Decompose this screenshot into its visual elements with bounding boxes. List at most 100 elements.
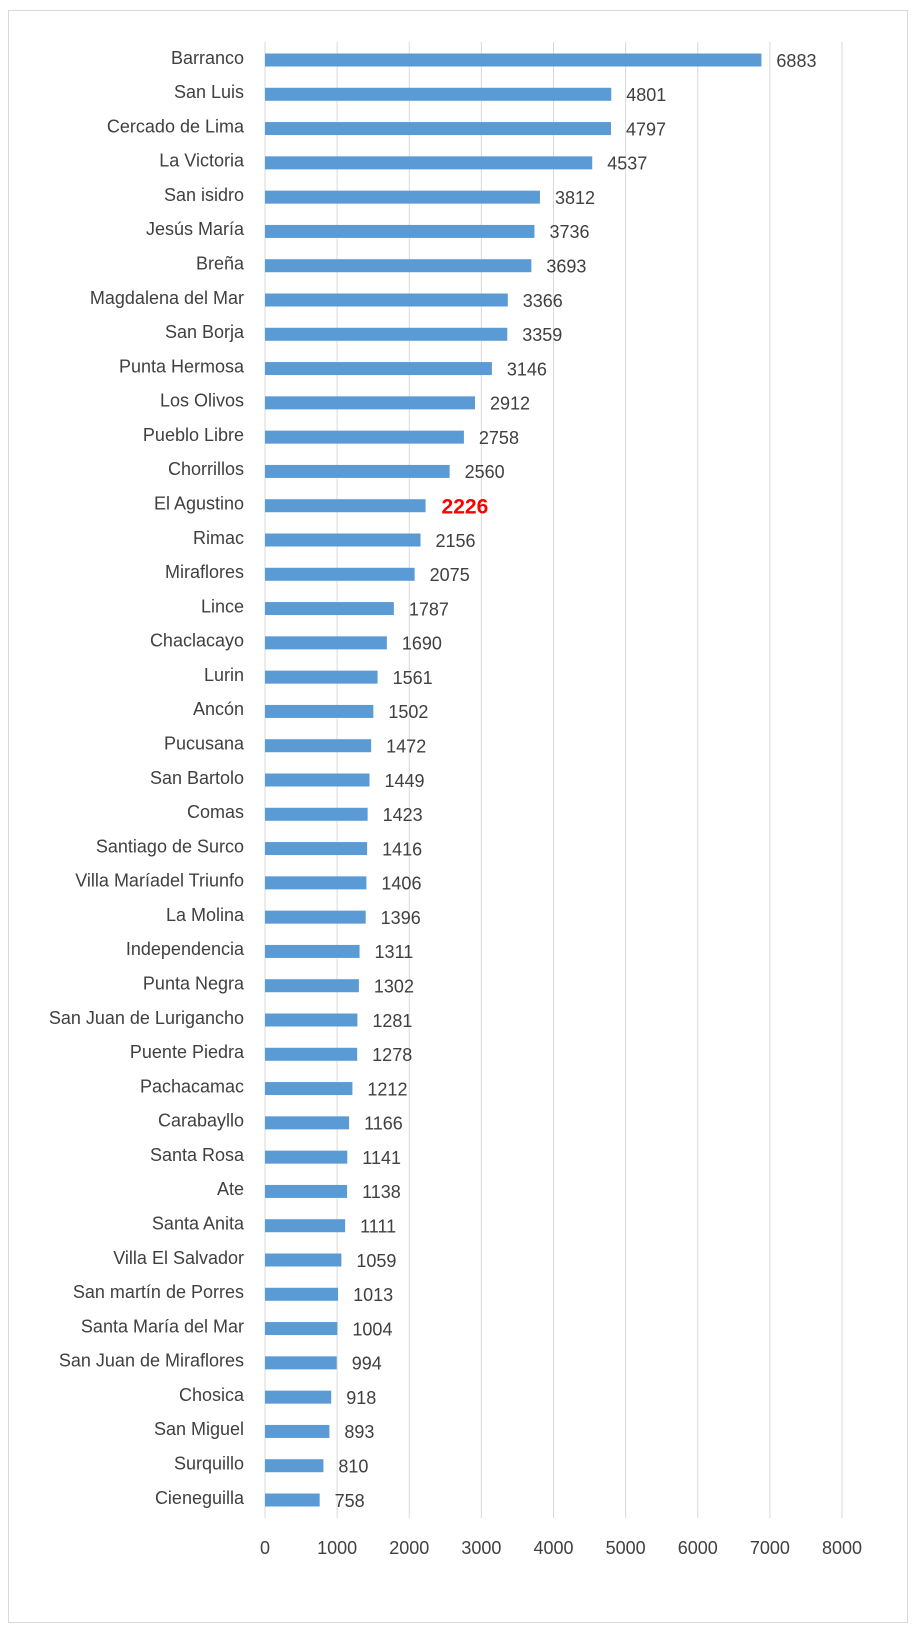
y-tick-label: Barranco — [171, 48, 244, 68]
bar — [265, 979, 359, 993]
bar — [265, 1459, 324, 1473]
y-tick-label: Miraflores — [165, 562, 244, 582]
bar — [265, 464, 450, 478]
y-tick-label: Surquillo — [174, 1453, 244, 1473]
y-tick-label: Chosica — [179, 1385, 245, 1405]
bar — [265, 1390, 332, 1404]
bar — [265, 704, 374, 718]
y-tick-label: La Victoria — [159, 151, 245, 171]
value-label: 1278 — [372, 1045, 412, 1065]
value-label: 1561 — [393, 668, 433, 688]
bar — [265, 1184, 348, 1198]
bar — [265, 739, 372, 753]
bar — [265, 1424, 330, 1438]
value-label: 1004 — [352, 1319, 392, 1339]
bar — [265, 1322, 338, 1336]
bar — [265, 533, 421, 547]
y-tick-label: Santa María del Mar — [81, 1316, 244, 1336]
x-tick-label: 4000 — [533, 1538, 573, 1558]
y-tick-label: San martín de Porres — [73, 1282, 244, 1302]
y-tick-label: Chorrillos — [168, 459, 244, 479]
y-tick-label: Los Olivos — [160, 391, 244, 411]
y-tick-label: San Bartolo — [150, 768, 244, 788]
chart-frame — [8, 10, 908, 1623]
x-tick-label: 3000 — [461, 1538, 501, 1558]
value-label: 1787 — [409, 599, 449, 619]
bar — [265, 807, 368, 821]
bar — [265, 1493, 320, 1507]
y-tick-label: El Agustino — [154, 493, 244, 513]
y-tick-label: Santiago de Surco — [96, 836, 244, 856]
bar — [265, 842, 368, 856]
y-tick-label: Lince — [201, 596, 244, 616]
value-label: 1138 — [362, 1182, 401, 1202]
y-tick-label: San Juan de Lurigancho — [49, 1008, 244, 1028]
bar — [265, 1013, 358, 1027]
y-tick-label: Villa El Salvador — [113, 1248, 244, 1268]
x-tick-label: 5000 — [606, 1538, 646, 1558]
x-tick-label: 7000 — [750, 1538, 790, 1558]
bar — [265, 327, 508, 341]
value-label: 3736 — [549, 222, 589, 242]
y-tick-label: Puente Piedra — [130, 1042, 245, 1062]
value-label: 1396 — [381, 908, 421, 928]
bar — [265, 53, 762, 67]
y-tick-label: Villa Maríadel Triunfo — [75, 871, 244, 891]
value-label: 3693 — [546, 256, 586, 276]
bar — [265, 122, 611, 136]
value-label: 1111 — [360, 1216, 396, 1236]
value-label: 1059 — [356, 1251, 396, 1271]
bar — [265, 602, 394, 616]
value-label: 1212 — [367, 1079, 407, 1099]
value-label: 4801 — [626, 85, 666, 105]
y-tick-label: Pueblo Libre — [143, 425, 244, 445]
bar — [265, 1253, 342, 1267]
y-tick-label: Punta Hermosa — [119, 356, 245, 376]
value-label: 1416 — [382, 839, 422, 859]
bar — [265, 1287, 339, 1301]
value-label: 2075 — [430, 565, 470, 585]
value-label: 1423 — [383, 805, 423, 825]
value-label: 1166 — [364, 1114, 403, 1134]
value-label: 4537 — [607, 154, 647, 174]
bar — [265, 1150, 348, 1164]
x-tick-label: 1000 — [317, 1538, 357, 1558]
bar — [265, 396, 476, 410]
bar — [265, 910, 366, 924]
bar — [265, 1082, 353, 1096]
y-tick-label: San Juan de Miraflores — [59, 1351, 244, 1371]
value-label: 810 — [338, 1456, 368, 1476]
bar — [265, 1047, 358, 1061]
y-tick-label: Cercado de Lima — [107, 116, 245, 136]
value-label: 1141 — [362, 1148, 401, 1168]
value-label: 3146 — [507, 359, 547, 379]
value-label: 893 — [344, 1422, 374, 1442]
value-label: 1302 — [374, 976, 414, 996]
bar — [265, 224, 535, 238]
bar — [265, 430, 464, 444]
value-label: 1013 — [353, 1285, 393, 1305]
value-label: 2758 — [479, 428, 519, 448]
bar — [265, 87, 612, 101]
y-tick-label: Ate — [217, 1179, 244, 1199]
x-tick-label: 0 — [260, 1538, 270, 1558]
bar — [265, 876, 367, 890]
y-tick-label: Comas — [187, 802, 244, 822]
value-label: 1311 — [375, 942, 414, 962]
value-label: 758 — [335, 1491, 365, 1511]
bar — [265, 1116, 350, 1130]
value-label: 1502 — [388, 702, 428, 722]
y-tick-label: San Luis — [174, 82, 244, 102]
value-label: 3812 — [555, 188, 595, 208]
bar — [265, 944, 360, 958]
value-label: 1690 — [402, 634, 442, 654]
value-label: 994 — [352, 1354, 382, 1374]
y-tick-label: Santa Rosa — [150, 1145, 245, 1165]
y-tick-label: Jesús María — [146, 219, 245, 239]
value-label: 3366 — [523, 291, 563, 311]
bar — [265, 499, 426, 513]
bar — [265, 190, 540, 204]
value-label: 1406 — [381, 874, 421, 894]
y-tick-label: Magdalena del Mar — [90, 288, 244, 308]
